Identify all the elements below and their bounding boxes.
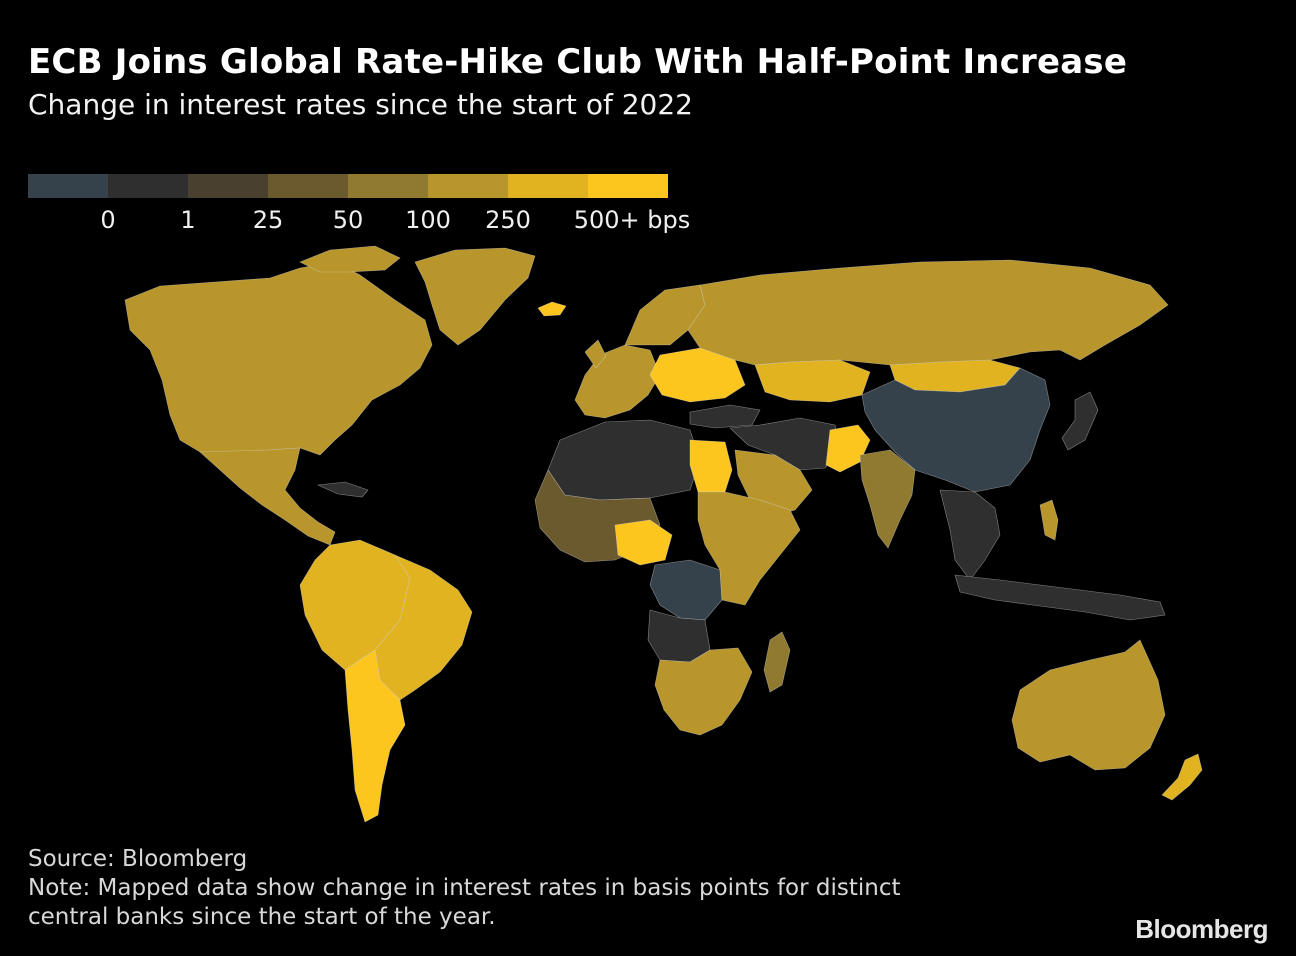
legend-swatch-500 xyxy=(588,174,668,198)
region-north-america xyxy=(124,261,433,457)
region-east-africa xyxy=(697,491,801,606)
region-madagascar xyxy=(763,631,791,693)
footnote-line-1: Note: Mapped data show change in interes… xyxy=(28,875,901,901)
legend-swatch-0 xyxy=(108,174,188,198)
region-argentina xyxy=(344,649,406,823)
legend-swatch-25 xyxy=(268,174,348,198)
chart-subtitle: Change in interest rates since the start… xyxy=(28,88,693,121)
chart-title: ECB Joins Global Rate-Hike Club With Hal… xyxy=(28,42,1128,82)
region-north-africa xyxy=(547,419,701,501)
region-egypt xyxy=(689,439,733,493)
legend-color-bar xyxy=(28,174,668,198)
region-new-zealand xyxy=(1161,753,1203,801)
region-kazakhstan xyxy=(754,359,871,403)
region-turkey xyxy=(689,404,761,429)
region-japan xyxy=(1061,391,1099,451)
legend-swatch-1 xyxy=(188,174,268,198)
legend-swatch-250 xyxy=(508,174,588,198)
chart-footer: Source: Bloomberg Note: Mapped data show… xyxy=(28,845,901,932)
region-russia xyxy=(687,259,1169,366)
legend-label-50: 50 xyxy=(332,206,364,234)
world-map xyxy=(124,245,1203,823)
legend-label-500-bps: 500+ bps xyxy=(573,206,691,234)
source-note: Source: Bloomberg xyxy=(28,846,248,872)
region-uk xyxy=(584,339,607,369)
legend-label-250: 250 xyxy=(485,206,531,234)
legend-swatch-no-data xyxy=(28,174,108,198)
region-nigeria xyxy=(614,519,673,566)
legend-label-100: 100 xyxy=(405,206,451,234)
region-pakistan xyxy=(825,424,871,473)
region-philippines xyxy=(1039,499,1059,541)
region-caribbean xyxy=(316,481,369,498)
region-southeast-asia xyxy=(939,489,1001,581)
footnote-line-2: central banks since the start of the yea… xyxy=(28,904,496,930)
bloomberg-logo: Bloomberg xyxy=(1135,914,1268,944)
color-legend: 0 1 25 50 100 250 500+ bps xyxy=(28,174,691,234)
region-indonesia xyxy=(954,574,1166,621)
region-canadian-islands xyxy=(299,245,401,273)
region-brazil xyxy=(374,554,473,701)
region-congo xyxy=(649,559,723,621)
region-mexico-central-america xyxy=(199,447,336,546)
region-iceland xyxy=(537,301,567,317)
region-greenland xyxy=(414,247,536,346)
legend-label-1: 1 xyxy=(180,206,196,234)
legend-label-0: 0 xyxy=(100,206,116,234)
legend-swatch-50 xyxy=(348,174,428,198)
legend-label-25: 25 xyxy=(252,206,284,234)
region-india xyxy=(859,449,916,549)
region-australia xyxy=(1011,639,1166,771)
legend-swatch-100 xyxy=(428,174,508,198)
region-china xyxy=(861,367,1051,493)
region-southern-africa xyxy=(654,647,753,736)
